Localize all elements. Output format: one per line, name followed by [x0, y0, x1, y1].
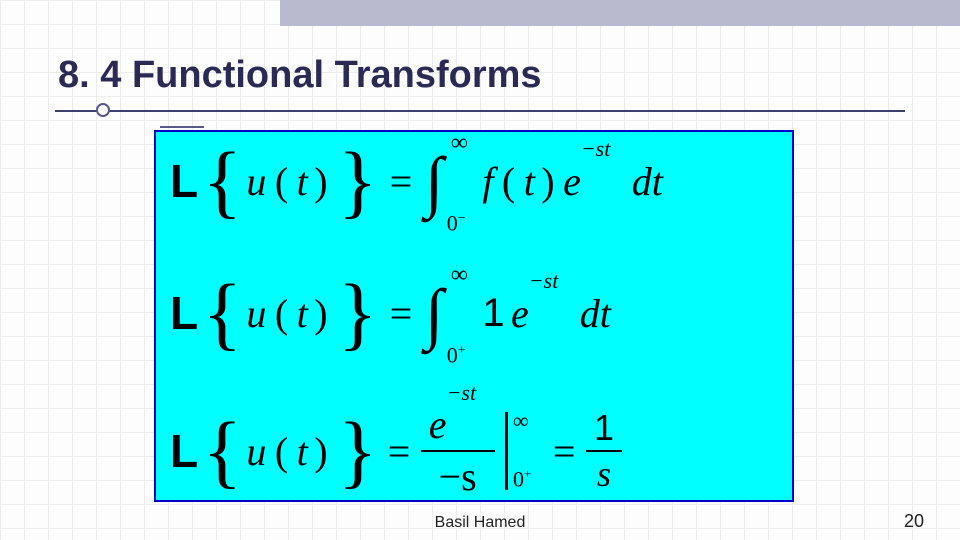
laplace-symbol-2: L [170, 287, 198, 339]
integral-lower-2: 0+ [447, 317, 466, 389]
exp-minus-st: −st [581, 136, 611, 162]
var-u-2: u [246, 290, 266, 337]
dt: dt [632, 158, 663, 205]
var-t-2: t [524, 158, 535, 205]
header-color-block [280, 0, 960, 26]
var-e-3: e [429, 402, 447, 447]
equation-row-1: L { u ( t ) } = ∫ ∞ 0− f ( t ) e −st dt [170, 140, 780, 222]
eval-upper: ∞ [513, 408, 529, 434]
equals-3: = [388, 428, 411, 475]
equals-2: = [390, 290, 413, 337]
laplace-symbol: L [170, 155, 198, 207]
lparen-4: ( [275, 428, 288, 475]
e-power-3: e −st [429, 402, 447, 448]
integral-upper: ∞ [451, 109, 468, 177]
footer-page-number: 20 [904, 511, 924, 532]
zero: 0 [447, 210, 458, 235]
zero-plus: + [458, 343, 466, 358]
left-brace: { [203, 140, 242, 222]
exp-minus-st-2: −st [529, 268, 559, 294]
left-brace-3: { [203, 410, 242, 492]
zero-plus-2: + [524, 466, 531, 481]
title-underline [55, 110, 905, 112]
e-power: e −st [563, 158, 581, 205]
eval-lower: 0+ [513, 466, 531, 492]
var-t-3: t [297, 290, 308, 337]
evaluation-bar: ∞ 0+ [505, 412, 508, 490]
integral-sign-2: ∫ ∞ 0+ [425, 279, 444, 347]
integral-sign: ∫ ∞ 0− [425, 147, 444, 215]
lparen-2: ( [502, 158, 515, 205]
rparen: ) [314, 158, 327, 205]
footer-author: Basil Hamed [0, 514, 960, 532]
equals: = [390, 158, 413, 205]
var-e-2: e [511, 291, 529, 336]
fraction-one-over-s: 1 s [586, 407, 622, 496]
right-brace-3: } [338, 410, 377, 492]
right-brace-2: } [338, 272, 377, 354]
rparen-2: ) [541, 158, 554, 205]
lparen: ( [275, 158, 288, 205]
rparen-3: ) [314, 290, 327, 337]
var-e: e [563, 159, 581, 204]
equation-row-3: L { u ( t ) } = e −st −s ∞ 0+ [170, 402, 780, 500]
var-f: f [482, 158, 493, 205]
equation-row-2: L { u ( t ) } = ∫ ∞ 0+ 1 e −st dt [170, 272, 780, 354]
title-bullet-circle [96, 103, 110, 117]
var-t-4: t [297, 428, 308, 475]
var-t: t [297, 158, 308, 205]
var-u-3: u [246, 428, 266, 475]
zero-2: 0 [447, 342, 458, 367]
lparen-3: ( [275, 290, 288, 337]
left-brace-2: { [203, 272, 242, 354]
var-s: s [597, 454, 611, 495]
equation-panel: L { u ( t ) } = ∫ ∞ 0− f ( t ) e −st dt … [154, 130, 794, 502]
integral-upper-2: ∞ [451, 241, 468, 309]
title-subline [160, 126, 204, 128]
laplace-symbol-3: L [170, 425, 198, 477]
right-brace: } [338, 140, 377, 222]
zero-minus: − [458, 211, 466, 226]
neg-s: −s [439, 454, 477, 500]
const-one: 1 [482, 291, 504, 336]
zero-3: 0 [513, 466, 524, 491]
exp-minus-st-3: −st [447, 380, 477, 405]
equals-4: = [553, 428, 576, 475]
rparen-4: ) [314, 428, 327, 475]
e-power-2: e −st [511, 290, 529, 337]
dt-2: dt [580, 290, 611, 337]
integral-glyph-2: ∫ [425, 275, 444, 351]
integral-glyph: ∫ [425, 143, 444, 219]
var-u: u [246, 158, 266, 205]
fraction-e-over-neg-s: e −st −s [421, 402, 495, 500]
slide-title: 8. 4 Functional Transforms [58, 54, 542, 97]
const-one-2: 1 [594, 407, 614, 448]
